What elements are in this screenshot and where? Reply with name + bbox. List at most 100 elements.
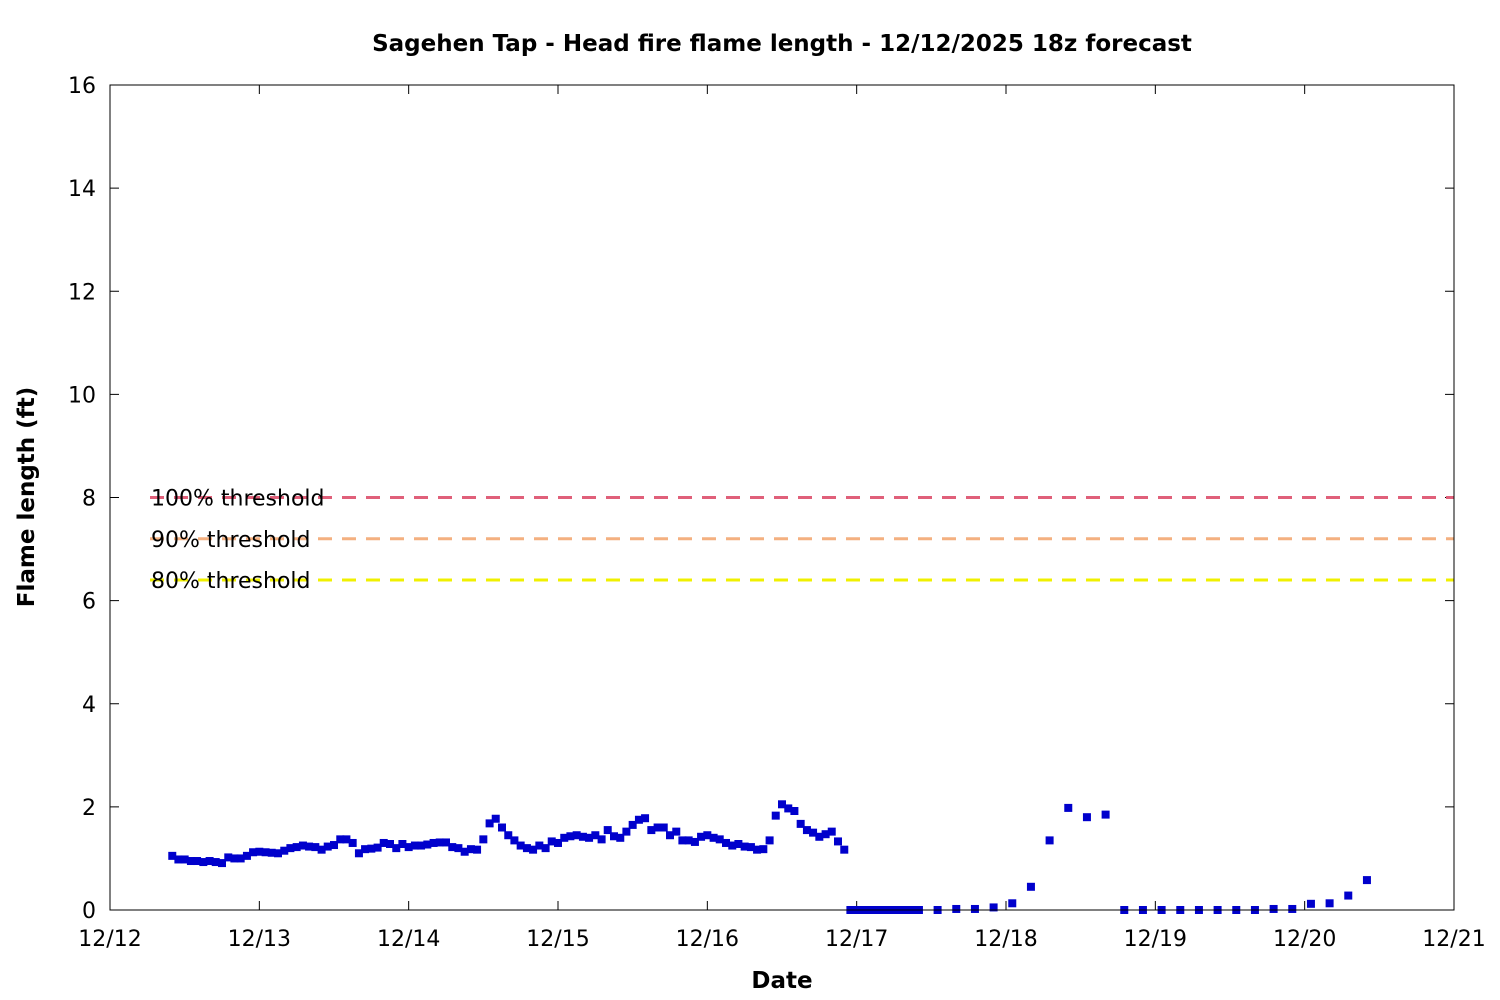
- data-point: [709, 833, 718, 842]
- x-tick-label: 12/17: [825, 927, 888, 952]
- data-point: [647, 826, 656, 835]
- data-point: [1344, 891, 1353, 900]
- data-point: [827, 827, 836, 836]
- data-point: [603, 826, 612, 835]
- data-point: [722, 838, 730, 847]
- data-point: [678, 836, 687, 845]
- data-point: [759, 845, 768, 854]
- data-point: [952, 904, 961, 913]
- data-point: [286, 844, 295, 853]
- data-point: [186, 857, 195, 866]
- data-point: [386, 840, 394, 848]
- y-tick-label: 4: [82, 693, 96, 718]
- x-tick-label: 12/12: [78, 927, 141, 952]
- data-point: [591, 831, 600, 840]
- data-point: [541, 844, 550, 853]
- data-point: [809, 828, 818, 837]
- data-point: [529, 845, 538, 854]
- y-axis-label: Flame length (ft): [14, 387, 40, 607]
- data-point: [802, 826, 811, 835]
- y-tick-label: 12: [68, 280, 96, 305]
- y-tick-label: 8: [82, 487, 96, 512]
- data-point: [510, 836, 519, 845]
- data-point: [659, 823, 668, 832]
- x-tick-label: 12/16: [676, 927, 739, 952]
- y-tick-label: 2: [82, 796, 96, 821]
- data-point: [970, 904, 979, 913]
- data-point: [740, 842, 749, 851]
- data-point: [423, 840, 432, 849]
- data-point: [298, 841, 307, 850]
- data-point: [367, 844, 376, 853]
- data-point: [734, 840, 743, 848]
- data-point: [572, 831, 581, 840]
- y-tick-label: 16: [68, 74, 96, 99]
- y-tick-label: 14: [68, 177, 96, 202]
- data-point: [784, 804, 793, 813]
- data-point: [554, 838, 562, 847]
- data-point: [479, 835, 488, 844]
- data-point: [778, 800, 786, 809]
- chart-title: Sagehen Tap - Head fire flame length - 1…: [372, 31, 1192, 57]
- data-point: [504, 831, 513, 840]
- data-point: [218, 859, 226, 868]
- data-point: [435, 838, 444, 847]
- data-point: [442, 838, 450, 847]
- data-point: [199, 858, 208, 867]
- data-point: [703, 831, 712, 840]
- data-point: [205, 857, 214, 866]
- data-point: [361, 845, 370, 854]
- data-point: [236, 854, 245, 863]
- data-point: [641, 814, 650, 823]
- data-point: [690, 837, 699, 846]
- axis-ticks: 0 2 4 6 8 10 12 14 16 12/12 12/13 12/14 12/15 12/16 12…: [68, 74, 1486, 952]
- data-point: [753, 845, 762, 854]
- threshold-label: 100% threshold: [151, 487, 325, 512]
- data-point: [348, 838, 357, 847]
- data-point: [249, 848, 258, 857]
- y-tick-label: 0: [82, 899, 96, 924]
- data-point: [821, 830, 830, 839]
- data-point: [491, 814, 500, 823]
- data-point: [622, 827, 631, 836]
- data-point: [1045, 836, 1054, 845]
- data-point: [715, 835, 724, 844]
- data-point: [771, 811, 780, 820]
- data-point: [211, 858, 220, 867]
- data-point: [404, 843, 413, 852]
- data-point: [628, 820, 637, 829]
- data-point: [224, 853, 233, 862]
- data-point: [323, 842, 332, 851]
- data-point: [1269, 904, 1278, 913]
- data-point: [585, 833, 594, 842]
- data-point: [547, 837, 556, 846]
- data-point: [336, 835, 345, 844]
- data-point: [317, 845, 326, 854]
- data-point: [311, 843, 320, 852]
- x-tick-label: 12/15: [526, 927, 589, 952]
- data-point: [473, 845, 482, 854]
- threshold-lines: 100% threshold 90% threshold 80% threshold: [150, 487, 1454, 594]
- data-point: [560, 833, 569, 842]
- x-tick-label: 12/21: [1422, 927, 1485, 952]
- data-point: [417, 841, 426, 850]
- data-point: [989, 903, 998, 912]
- y-tick-label: 6: [82, 590, 96, 615]
- x-tick-label: 12/13: [228, 927, 291, 952]
- threshold-label: 90% threshold: [151, 528, 311, 553]
- data-point: [330, 841, 338, 850]
- data-point: [815, 832, 824, 841]
- x-tick-label: 12/20: [1273, 927, 1336, 952]
- data-point: [454, 844, 463, 853]
- data-point: [796, 819, 805, 828]
- data-point: [728, 841, 737, 850]
- data-point: [174, 855, 183, 864]
- x-tick-label: 12/19: [1124, 927, 1187, 952]
- data-point: [1064, 803, 1073, 812]
- data-point: [790, 807, 799, 815]
- data-point: [578, 832, 587, 841]
- data-point: [180, 855, 189, 864]
- data-point: [1008, 899, 1017, 908]
- data-point: [616, 833, 625, 842]
